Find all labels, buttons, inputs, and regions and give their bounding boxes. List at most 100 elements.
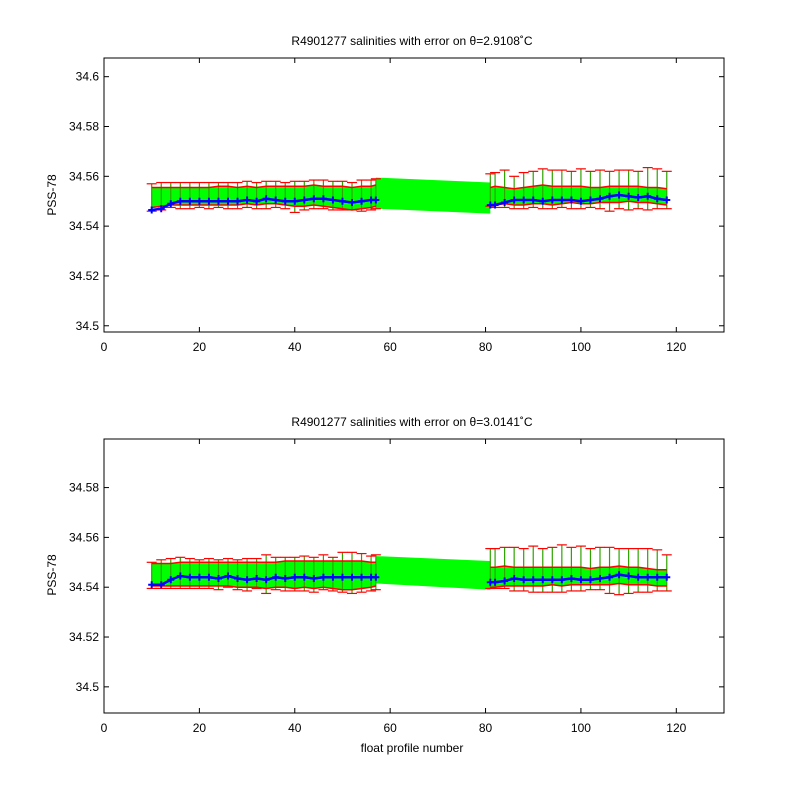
chart-top-salinity-point [644, 192, 652, 200]
chart-top-error-upper-line [490, 184, 667, 190]
chart-top-salinity-point [253, 197, 261, 205]
chart-top-title: R4901277 salinities with error on θ=2.91… [291, 34, 532, 48]
chart-top-salinity-point [510, 196, 518, 204]
chart-bottom-salinity-point [157, 581, 165, 589]
chart-top-xtick-label: 0 [101, 340, 108, 354]
chart-bottom-salinity-point [539, 576, 547, 584]
chart-bottom-salinity-point [644, 573, 652, 581]
chart-top-xtick-label: 60 [383, 340, 397, 354]
chart-top-salinity-point [358, 197, 366, 205]
chart-bottom-ytick-label: 34.5 [76, 680, 100, 694]
chart-bottom-xtick-label: 0 [101, 721, 108, 735]
chart-bottom-salinity-point [243, 576, 251, 584]
chart-bottom-gap-band [375, 556, 491, 590]
chart-top-error-upper-line [151, 184, 377, 189]
chart-top-salinity-point [329, 196, 337, 204]
chart-top-salinity-point [501, 198, 509, 206]
chart-top-salinity-point [157, 205, 165, 213]
chart-bottom-salinity-point [615, 571, 623, 579]
chart-bottom-salinity-point [224, 572, 232, 580]
chart-bottom-xtick-label: 80 [479, 721, 493, 735]
chart-top-salinity-point [372, 196, 380, 204]
chart-top-salinity-point [319, 195, 327, 203]
chart-bottom-salinity-point [329, 573, 337, 581]
chart-top-salinity-point [529, 196, 537, 204]
chart-bottom-axes-frame [103, 438, 725, 714]
chart-top-salinity-point [625, 192, 633, 200]
chart-bottom-xtick-label: 120 [666, 721, 686, 735]
chart-bottom-ytick-label: 34.56 [69, 530, 99, 544]
chart-top-xtick-label: 80 [479, 340, 493, 354]
chart-top-salinity-point [634, 193, 642, 201]
chart-top-ylabel: PSS-78 [45, 174, 59, 216]
chart-bottom-ytick-label: 34.54 [69, 580, 99, 594]
chart-bottom-salinity-point [501, 577, 509, 585]
chart-top-salinity-point [520, 196, 528, 204]
chart-top-salinity-point [539, 197, 547, 205]
chart-bottom-salinity-point [577, 576, 585, 584]
chart-top-salinity-point [272, 196, 280, 204]
chart-bottom: R4901277 salinities with error on θ=3.01… [45, 415, 725, 755]
chart-top-salinity-point [291, 197, 299, 205]
chart-bottom-salinity-point [510, 574, 518, 582]
chart-bottom-title: R4901277 salinities with error on θ=3.01… [291, 415, 532, 429]
chart-top: R4901277 salinities with error on θ=2.91… [45, 34, 725, 354]
chart-bottom-salinity-point [186, 573, 194, 581]
chart-bottom-salinity-point [491, 578, 499, 586]
chart-top-salinity-point [148, 206, 156, 214]
chart-top-gap-band [375, 177, 491, 214]
chart-bottom-ylabel: PSS-78 [45, 554, 59, 596]
chart-top-salinity-point [596, 195, 604, 203]
chart-bottom-salinity-point [253, 574, 261, 582]
chart-top-salinity-point [663, 196, 671, 204]
chart-top-salinity-point [548, 196, 556, 204]
chart-bottom-ytick-label: 34.52 [69, 630, 99, 644]
chart-bottom-xtick-label: 20 [193, 721, 207, 735]
chart-bottom-band-segment-1 [490, 566, 667, 588]
chart-bottom-salinity-point [586, 576, 594, 584]
chart-bottom-band-segment-0 [151, 561, 376, 590]
chart-bottom-salinity-point [567, 574, 575, 582]
chart-bottom-salinity-point [663, 573, 671, 581]
chart-top-xtick-label: 40 [288, 340, 302, 354]
chart-top-ytick-label: 34.56 [69, 169, 99, 183]
chart-top-plot-area: 0 20 40 60 80 100 120 34.5 34.52 34.54 34.56 34.58 3… [69, 57, 725, 354]
chart-bottom-salinity-point [348, 573, 356, 581]
chart-top-xtick-label: 120 [666, 340, 686, 354]
chart-bottom-error-lower-line [490, 582, 667, 588]
chart-bottom-ytick-label: 34.58 [69, 481, 99, 495]
chart-top-salinity-point [586, 196, 594, 204]
chart-bottom-salinity-point [520, 576, 528, 584]
chart-top-salinity-point [234, 197, 242, 205]
chart-top-ytick-label: 34.6 [76, 70, 100, 84]
chart-top-salinity-point [338, 197, 346, 205]
chart-top-salinity-point [348, 198, 356, 206]
chart-bottom-salinity-point [300, 573, 308, 581]
chart-top-salinity-point [558, 196, 566, 204]
chart-bottom-salinity-point [281, 574, 289, 582]
chart-top-salinity-point [224, 197, 232, 205]
chart-bottom-salinity-point [319, 573, 327, 581]
chart-bottom-salinity-point [214, 574, 222, 582]
chart-bottom-salinity-point [358, 573, 366, 581]
chart-top-band-segment-0 [151, 185, 376, 210]
chart-top-salinity-point [243, 196, 251, 204]
chart-top-salinity-point [195, 197, 203, 205]
chart-bottom-plot-area: 0 20 40 60 80 100 120 34.5 34.52 34.54 34.56 34.58 [69, 438, 725, 735]
chart-top-salinity-point [300, 196, 308, 204]
chart-top-salinity-point [606, 192, 614, 200]
chart-top-ytick-label: 34.52 [69, 269, 99, 283]
chart-bottom-salinity-point [310, 574, 318, 582]
chart-bottom-salinity-point [634, 573, 642, 581]
chart-top-salinity-point [214, 197, 222, 205]
chart-bottom-salinity-point [548, 576, 556, 584]
chart-bottom-salinity-point [558, 576, 566, 584]
chart-bottom-xtick-label: 60 [383, 721, 397, 735]
chart-bottom-salinity-point [272, 573, 280, 581]
chart-bottom-salinity-point [234, 574, 242, 582]
chart-bottom-salinity-point [596, 574, 604, 582]
chart-top-salinity-point [567, 196, 575, 204]
chart-bottom-error-lower-line [151, 585, 377, 591]
chart-bottom-salinity-point [167, 576, 175, 584]
